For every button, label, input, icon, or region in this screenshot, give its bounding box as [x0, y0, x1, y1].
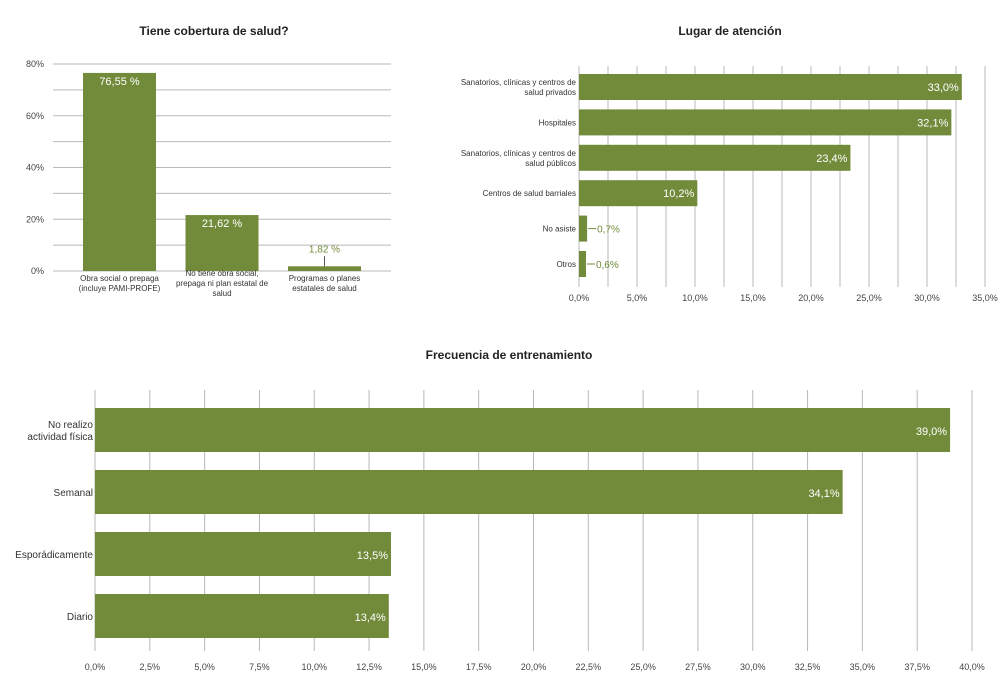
x-tick-label: 17,5% — [466, 662, 492, 672]
x-tick-label: 30,0% — [914, 293, 940, 303]
bar — [95, 408, 951, 452]
bar — [579, 180, 698, 207]
data-label: 33,0% — [928, 82, 959, 94]
x-tick-label: 35,0% — [972, 293, 998, 303]
category-label: Otros — [556, 260, 576, 269]
category-label: No asiste — [543, 225, 577, 234]
data-label: 23,4% — [816, 153, 847, 165]
x-tick-label: 2,5% — [140, 662, 161, 672]
x-tick-label: 0,0% — [569, 293, 590, 303]
x-tick-label: 35,0% — [850, 662, 876, 672]
x-tick-label: 25,0% — [856, 293, 882, 303]
x-tick-label: 12,5% — [356, 662, 382, 672]
y-tick-label: 60% — [26, 111, 44, 121]
bar — [579, 74, 962, 100]
data-label: 32,1% — [917, 117, 948, 129]
x-tick-label: 10,0% — [301, 662, 327, 672]
y-tick-label: 0% — [31, 266, 44, 276]
chart-title-frecuencia: Frecuencia de entrenamiento — [426, 348, 593, 362]
x-tick-label: 5,0% — [627, 293, 648, 303]
x-tick-label: 25,0% — [630, 662, 656, 672]
chart-cobertura: 0% 20% 40% 60% 80% 76,55 % Obra social o prepa… — [26, 59, 391, 298]
x-tick-label: 37,5% — [904, 662, 930, 672]
bar — [288, 266, 361, 271]
x-tick-label: 15,0% — [740, 293, 766, 303]
x-tick-label: 0,0% — [85, 662, 106, 672]
data-label: 0,6% — [596, 260, 619, 271]
chart-frecuencia: 0,0% 2,5% 5,0% 7,5% 10,0% 12,5% 15,0% 17,5% 20,0… — [15, 390, 985, 672]
x-tick-label: 5,0% — [194, 662, 215, 672]
x-tick-label: 7,5% — [249, 662, 270, 672]
category-label: No tiene obra social, prepaga ni plan est… — [176, 269, 269, 298]
bar — [95, 594, 389, 638]
x-tick-label: 20,0% — [798, 293, 824, 303]
x-tick-label: 30,0% — [740, 662, 766, 672]
data-label: 76,55 % — [99, 76, 140, 88]
chart-title-cobertura: Tiene cobertura de salud? — [139, 24, 288, 38]
bar — [579, 109, 952, 136]
bar — [579, 215, 588, 242]
bar — [579, 144, 851, 171]
data-label: 39,0% — [916, 426, 947, 438]
category-label: Sanatorios, clínicas y centros de salud p… — [461, 78, 577, 97]
chart-title-lugar: Lugar de atención — [678, 24, 781, 38]
chart-lugar: 0,0% 5,0% 10,0% 15,0% 20,0% 25,0% 30,0% 35,0% 33… — [461, 66, 998, 303]
data-label: 13,5% — [357, 550, 388, 562]
category-label: Obra social o prepaga (incluye PAMI-PROFE… — [79, 274, 161, 293]
x-tick-label: 20,0% — [521, 662, 547, 672]
category-label: Sanatorios, clínicas y centros de salud p… — [461, 149, 577, 168]
category-label: Esporádicamente — [15, 550, 93, 561]
bar — [185, 215, 259, 271]
category-label: Diario — [67, 612, 94, 623]
category-label: Programas o planes estatales de salud — [289, 274, 361, 293]
x-tick-label: 22,5% — [576, 662, 602, 672]
data-label: 13,4% — [355, 612, 386, 624]
data-label: 0,7% — [597, 225, 620, 236]
x-tick-label: 27,5% — [685, 662, 711, 672]
data-label: 1,82 % — [309, 244, 340, 255]
data-label: 34,1% — [808, 488, 839, 500]
y-tick-label: 20% — [26, 214, 44, 224]
bar — [95, 532, 391, 576]
data-label: 10,2% — [663, 188, 694, 200]
y-tick-label: 80% — [26, 59, 44, 69]
category-label: Hospitales — [539, 118, 576, 127]
category-label: No realizo actividad física — [27, 420, 93, 443]
bar — [95, 470, 843, 514]
x-tick-label: 15,0% — [411, 662, 437, 672]
data-label: 21,62 % — [202, 218, 243, 230]
x-tick-label: 32,5% — [795, 662, 821, 672]
bar — [83, 72, 156, 271]
y-tick-label: 40% — [26, 163, 44, 173]
category-label: Centros de salud barriales — [483, 189, 576, 198]
x-tick-label: 10,0% — [682, 293, 708, 303]
x-tick-label: 40,0% — [959, 662, 985, 672]
bar — [579, 251, 586, 277]
category-label: Semanal — [54, 488, 93, 499]
